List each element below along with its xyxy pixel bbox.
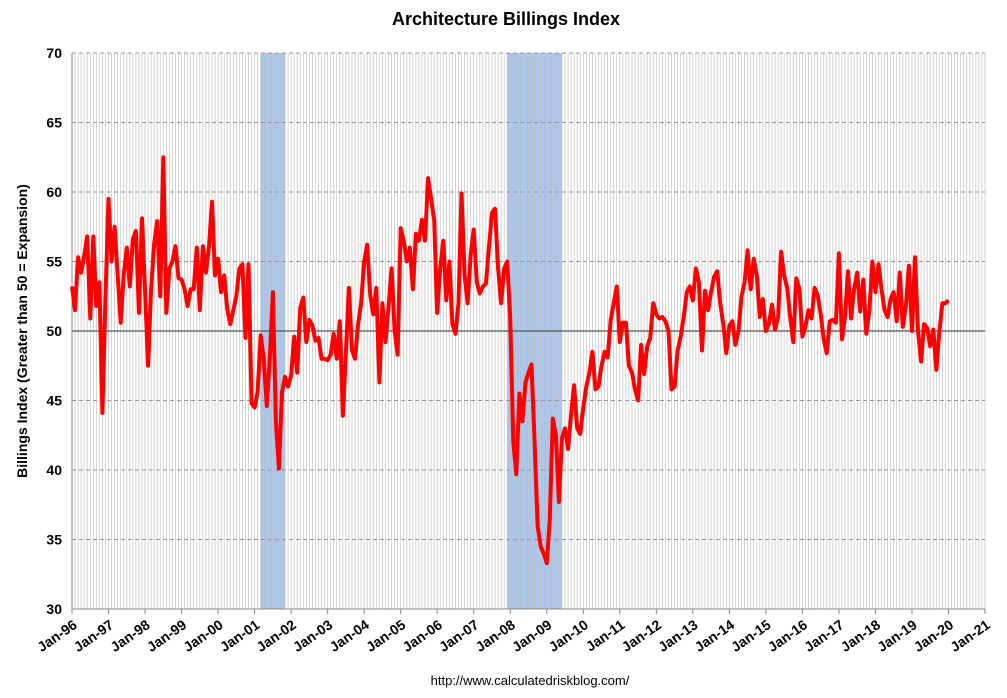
- y-tick-label: 30: [46, 601, 62, 617]
- y-tick-label: 55: [46, 254, 62, 270]
- x-tick-label: Jan-05: [363, 616, 409, 655]
- x-tick-label: Jan-17: [801, 616, 847, 655]
- source: http://www.calculatedriskblog.com/: [431, 673, 630, 688]
- y-tick-label: 65: [46, 115, 62, 131]
- y-tick-label: 60: [46, 184, 62, 200]
- y-tick-label: 70: [46, 45, 62, 61]
- x-tick-label: Jan-13: [655, 616, 701, 655]
- x-tick-label: Jan-03: [290, 616, 336, 655]
- x-tick-label: Jan-04: [326, 616, 372, 655]
- x-tick-label: Jan-97: [71, 616, 117, 655]
- x-tick-label: Jan-14: [692, 616, 738, 655]
- y-tick-label: 50: [46, 323, 62, 339]
- x-tick-label: Jan-09: [509, 616, 555, 655]
- x-tick-label: Jan-98: [107, 616, 153, 655]
- x-tick-label: Jan-20: [911, 616, 957, 655]
- y-tick-label: 40: [46, 462, 62, 478]
- x-tick-label: Jan-11: [583, 616, 628, 654]
- data-line: [70, 155, 950, 566]
- x-tick-label: Jan-02: [253, 616, 299, 655]
- x-tick-label: Jan-19: [874, 616, 920, 655]
- x-tick-label: Jan-01: [217, 616, 263, 655]
- chart-title: Architecture Billings Index: [392, 9, 620, 29]
- x-tick-label: Jan-10: [545, 616, 591, 655]
- y-axis-label: Billings Index (Greater than 50 = Expans…: [14, 184, 30, 478]
- x-tick-label: Jan-00: [180, 616, 226, 655]
- x-tick-label: Jan-18: [838, 616, 884, 655]
- x-tick-label: Jan-15: [728, 616, 774, 655]
- x-tick-label: Jan-07: [436, 616, 482, 655]
- x-tick-label: Jan-08: [472, 616, 518, 655]
- x-tick-label: Jan-06: [399, 616, 445, 655]
- x-tick-label: Jan-21: [947, 616, 993, 655]
- y-tick-label: 45: [46, 393, 62, 409]
- x-tick-label: Jan-16: [765, 616, 811, 655]
- x-tick-label: Jan-12: [619, 616, 665, 655]
- y-tick-label: 35: [46, 532, 62, 548]
- x-tick-label: Jan-96: [34, 616, 80, 655]
- x-tick-label: Jan-99: [144, 616, 190, 655]
